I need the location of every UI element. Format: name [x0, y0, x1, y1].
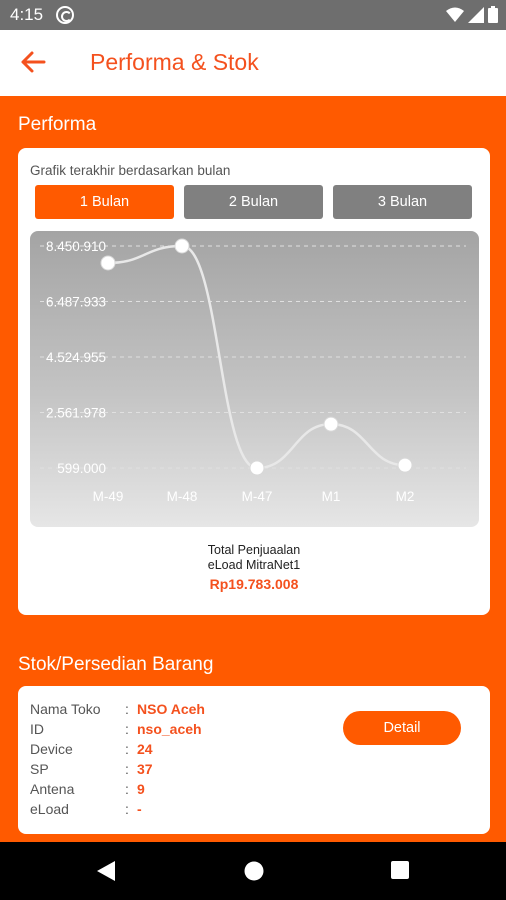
status-icons: [446, 6, 498, 23]
data-point: [323, 416, 339, 432]
tab-1-bulan[interactable]: 1 Bulan: [35, 185, 174, 219]
info-value: 9: [137, 781, 145, 797]
arrow-left-icon[interactable]: [18, 47, 48, 77]
info-colon: :: [125, 701, 129, 717]
status-time: 4:15: [10, 5, 44, 24]
total-sales-sublabel: eLoad MitraNet1: [207, 558, 301, 572]
x-tick-label: M-47: [242, 489, 273, 504]
series-line: [107, 244, 406, 470]
info-colon: :: [125, 801, 129, 817]
info-value: NSO Aceh: [137, 701, 205, 717]
info-label: ID: [30, 721, 44, 737]
system-nav-bar: [0, 842, 506, 900]
data-point: [174, 238, 190, 254]
performance-card: Grafik terakhir berdasarkan bulan 1 Bula…: [18, 148, 490, 615]
home-circle-icon[interactable]: [243, 860, 265, 882]
signal-icon: [468, 6, 484, 23]
chart-svg: 8.450.910 6.487.933 4.524.955 2.561.978 599.…: [40, 238, 466, 504]
data-point: [397, 457, 413, 473]
info-label: Nama Toko: [30, 701, 101, 717]
info-value: nso_aceh: [137, 721, 202, 737]
total-sales-value: Rp19.783.008: [209, 576, 299, 592]
info-label: Antena: [30, 781, 75, 797]
total-sales-label: Total Penjuaalan: [207, 543, 301, 557]
x-tick-label: M-49: [93, 489, 124, 504]
y-tick-label: 6.487.933: [46, 295, 106, 310]
app-bar: Performa & Stok: [0, 30, 506, 96]
info-colon: :: [125, 721, 129, 737]
info-label: Device: [30, 741, 73, 757]
sales-chart: 8.450.910 6.487.933 4.524.955 2.561.978 599.…: [30, 231, 479, 527]
tab-3-bulan[interactable]: 3 Bulan: [333, 185, 472, 219]
wifi-icon: [446, 7, 464, 22]
stock-card: Nama Toko : NSO Aceh ID : nso_aceh Devic…: [18, 686, 490, 834]
x-tick-label: M2: [396, 489, 415, 504]
detail-button[interactable]: Detail: [343, 711, 461, 745]
battery-icon: [488, 6, 498, 23]
x-tick-label: M-48: [167, 489, 198, 504]
info-colon: :: [125, 741, 129, 757]
x-tick-label: M1: [322, 489, 341, 504]
tab-2-bulan[interactable]: 2 Bulan: [184, 185, 323, 219]
info-colon: :: [125, 761, 129, 777]
data-point: [100, 255, 116, 271]
y-tick-label: 2.561.978: [46, 406, 106, 421]
page-title: Performa & Stok: [90, 49, 259, 75]
y-tick-label: 599.000: [57, 461, 106, 476]
performance-section-title: Performa: [18, 114, 97, 135]
info-colon: :: [125, 781, 129, 797]
chart-caption: Grafik terakhir berdasarkan bulan: [30, 163, 231, 178]
recents-square-icon[interactable]: [390, 860, 410, 880]
back-triangle-icon[interactable]: [96, 860, 116, 882]
status-bar: 4:15: [0, 0, 506, 30]
info-value: 24: [137, 741, 153, 757]
info-label: SP: [30, 761, 49, 777]
stock-section-title: Stok/Persedian Barang: [18, 654, 214, 675]
y-tick-label: 4.524.955: [46, 350, 106, 365]
info-value: 37: [137, 761, 153, 777]
sync-icon: [56, 6, 74, 24]
y-tick-label: 8.450.910: [46, 239, 106, 254]
data-point: [249, 460, 265, 476]
info-value: -: [137, 801, 142, 817]
info-label: eLoad: [30, 801, 69, 817]
